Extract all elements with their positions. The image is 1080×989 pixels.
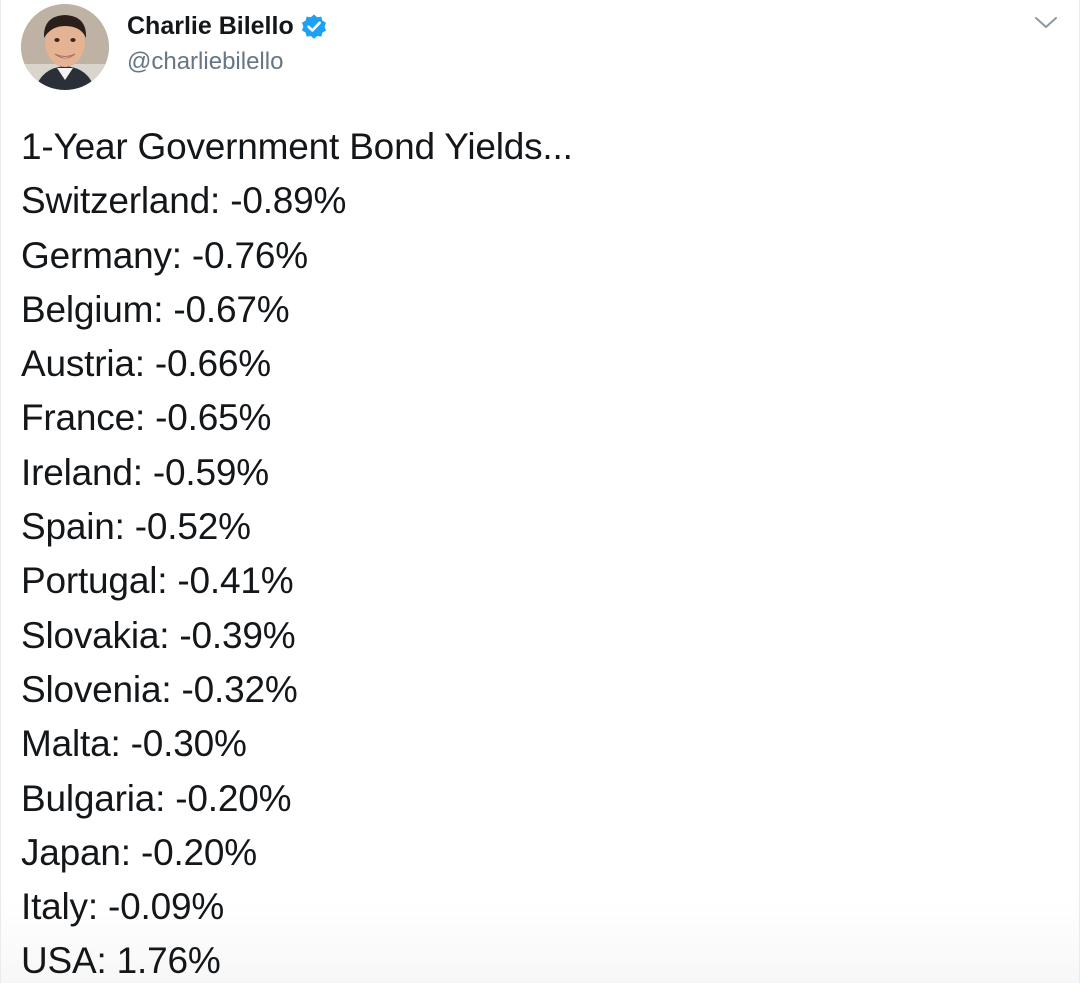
chevron-down-icon[interactable] — [1033, 14, 1059, 32]
tweet-line-slovenia: Slovenia: -0.32% — [21, 668, 298, 710]
avatar-photo — [21, 4, 109, 90]
tweet-line-belgium: Belgium: -0.67% — [21, 288, 290, 330]
tweet-line-japan: Japan: -0.20% — [21, 831, 258, 873]
tweet-text: 1-Year Government Bond Yields... Switzer… — [21, 120, 1061, 989]
tweet-line-ireland: Ireland: -0.59% — [21, 451, 269, 493]
tweet-line-slovakia: Slovakia: -0.39% — [21, 614, 296, 656]
tweet-line-switzerland: Switzerland: -0.89% — [21, 180, 347, 222]
tweet-line-austria: Austria: -0.66% — [21, 343, 271, 385]
tweet-line-malta: Malta: -0.30% — [21, 723, 247, 765]
tweet-line-italy: Italy: -0.09% — [21, 886, 225, 928]
tweet-line-germany: Germany: -0.76% — [21, 234, 308, 276]
tweet-title-line: 1-Year Government Bond Yields... — [21, 126, 573, 167]
tweet-line-spain: Spain: -0.52% — [21, 506, 251, 548]
author-name-row: Charlie Bilello — [127, 12, 328, 41]
author-handle[interactable]: @charliebilello — [127, 48, 284, 75]
tweet-line-france: France: -0.65% — [21, 397, 272, 439]
author-name[interactable]: Charlie Bilello — [127, 12, 294, 40]
tweet-line-portugal: Portugal: -0.41% — [21, 560, 294, 602]
tweet-line-bulgaria: Bulgaria: -0.20% — [21, 777, 292, 819]
tweet-line-usa: USA: 1.76% — [21, 940, 221, 982]
avatar[interactable] — [21, 4, 109, 90]
tweet-header: Charlie Bilello @charliebilello — [1, 0, 1079, 100]
verified-badge-icon — [300, 13, 328, 41]
